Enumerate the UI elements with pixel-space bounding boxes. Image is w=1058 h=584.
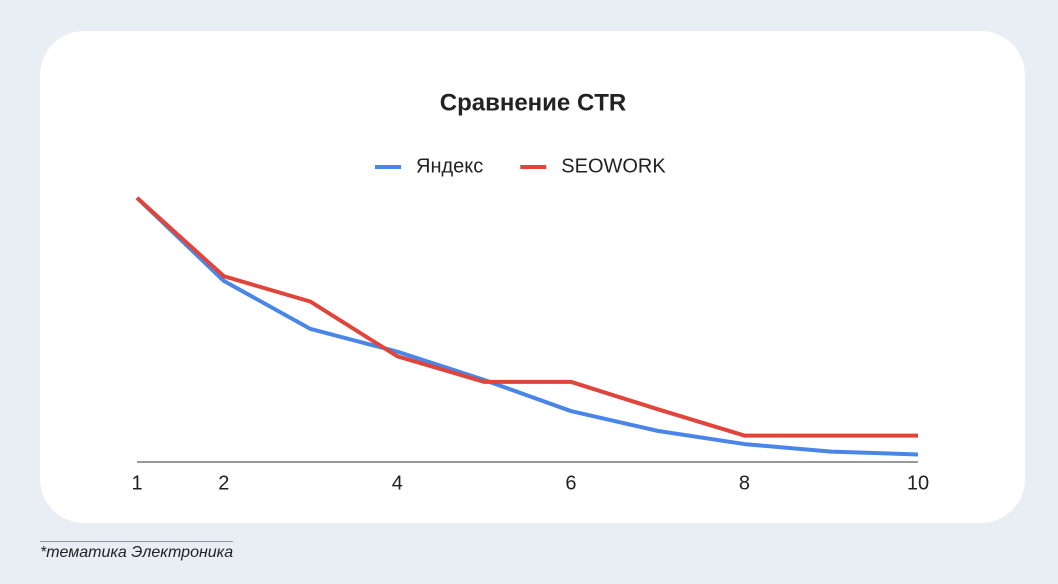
x-tick-label: 8 [739,472,750,494]
x-tick-label: 2 [218,472,229,494]
chart-card [40,31,1025,523]
chart-title: Сравнение CTR [440,89,627,116]
series-line [135,196,919,457]
x-tick-label: 1 [131,472,142,494]
x-tick-label: 10 [907,472,929,494]
footnote: *тематика Электроника [40,541,234,562]
x-tick-label: 4 [392,472,403,494]
legend-label: SEOWORK [561,155,666,177]
series-line [135,196,918,438]
x-tick-label: 6 [565,472,576,494]
legend-label: Яндекс [416,155,483,177]
